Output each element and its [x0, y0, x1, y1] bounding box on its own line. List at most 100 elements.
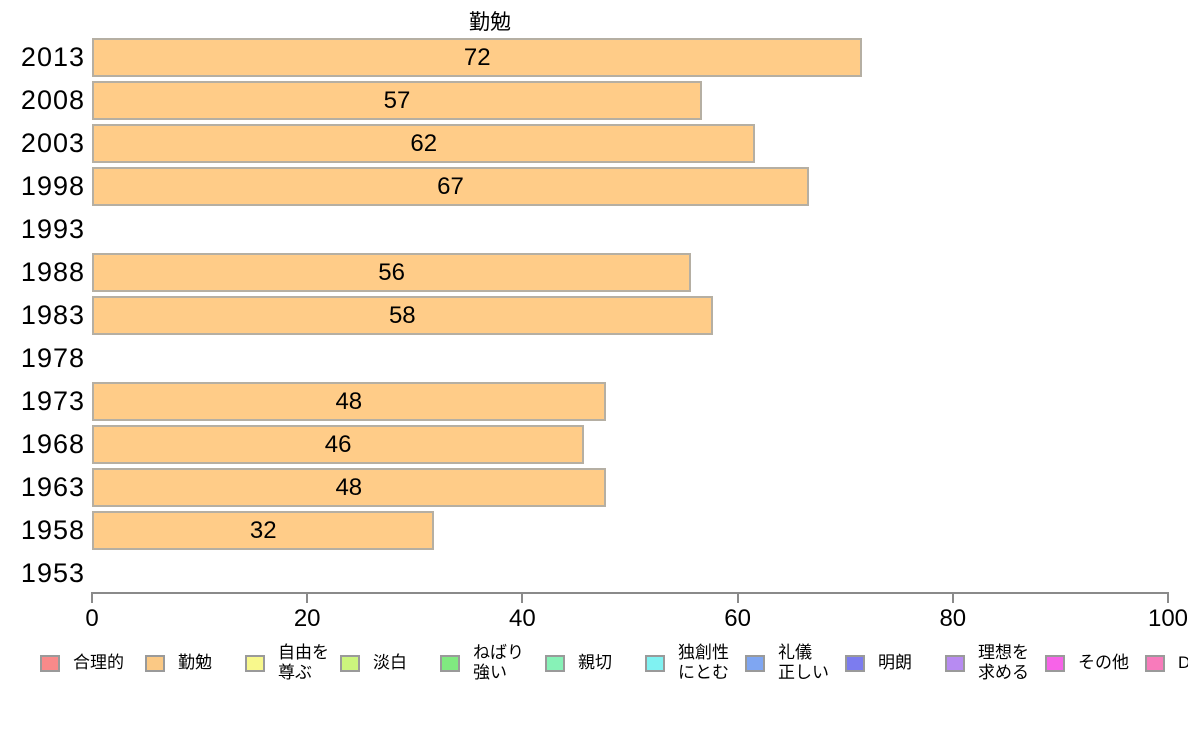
chart-row: 1993 — [0, 208, 1162, 251]
bar-zone: 48 — [92, 466, 1162, 509]
chart-row: 1968 46 — [0, 423, 1162, 466]
chart-row: 1983 58 — [0, 294, 1162, 337]
legend-item: 礼儀 正しい — [745, 643, 829, 683]
bar: 32 — [92, 511, 435, 550]
x-axis-tick — [521, 592, 524, 603]
legend-item: 合理的 — [40, 653, 124, 673]
chart-row: 2003 62 — [0, 122, 1162, 165]
y-axis-label: 1998 — [20, 171, 85, 201]
x-axis-tick-label: 40 — [509, 605, 536, 632]
x-axis-tick — [306, 592, 309, 603]
legend-item: その他 — [1045, 653, 1129, 673]
chart-row: 1958 32 — [0, 509, 1162, 552]
bar-zone — [92, 208, 1162, 251]
y-axis-label: 2003 — [20, 128, 85, 158]
legend-swatch — [245, 654, 265, 672]
bar: 57 — [92, 81, 702, 120]
y-axis-label: 1953 — [20, 558, 85, 588]
bar: 46 — [92, 425, 585, 464]
bar: 72 — [92, 38, 863, 77]
legend-swatch — [40, 654, 60, 672]
legend-label: 明朗 — [878, 653, 912, 672]
legend-label: D — [1178, 653, 1188, 672]
chart-row: 1953 — [0, 552, 1162, 595]
bar-value-label: 67 — [437, 172, 464, 200]
x-axis-tick — [91, 592, 93, 603]
legend-item: 淡白 — [340, 653, 407, 673]
bar-zone: 57 — [92, 79, 1162, 122]
x-axis-tick — [1167, 592, 1169, 603]
legend-swatch — [1145, 654, 1165, 672]
legend-item: 勤勉 — [145, 653, 212, 673]
legend-label: 礼儀 正しい — [778, 643, 829, 682]
chart-row: 1988 56 — [0, 251, 1162, 294]
legend-label: 合理的 — [73, 653, 124, 672]
bar-zone: 56 — [92, 251, 1162, 294]
x-axis-tick — [736, 592, 739, 603]
y-axis-label: 1968 — [20, 429, 85, 459]
chart-title: 勤勉 — [469, 11, 511, 34]
legend-label: 親切 — [578, 653, 612, 672]
x-axis-tick-label: 20 — [293, 605, 321, 632]
bar-zone — [92, 337, 1162, 380]
chart-row: 1998 67 — [0, 165, 1162, 208]
legend-label: 自由を 尊ぶ — [278, 643, 329, 682]
legend-item: ねばり 強い — [440, 643, 524, 683]
bar-value-label: 72 — [463, 43, 491, 71]
bar: 58 — [92, 296, 713, 335]
legend-item: 親切 — [545, 653, 612, 673]
legend-swatch — [340, 654, 360, 672]
legend-swatch — [845, 654, 865, 672]
legend-label: その他 — [1078, 653, 1129, 672]
legend-label: ねばり 強い — [473, 643, 524, 682]
bar-zone: 46 — [92, 423, 1162, 466]
bar-value-label: 48 — [335, 473, 363, 501]
bar: 67 — [92, 167, 809, 206]
bar-value-label: 57 — [383, 86, 411, 114]
plot-area: 2013 72 2008 57 2003 62 1998 67 1993 198… — [0, 36, 1162, 595]
chart-row: 1963 48 — [0, 466, 1162, 509]
y-axis-label: 2008 — [20, 85, 85, 115]
x-axis-tick-label: 100 — [1147, 605, 1188, 632]
legend-swatch — [645, 654, 665, 672]
x-axis-tick-label: 60 — [724, 605, 751, 632]
y-axis-label: 1983 — [20, 300, 85, 330]
legend-swatch — [945, 654, 965, 672]
chart-row: 2013 72 — [0, 36, 1162, 79]
legend-item: 理想を 求める — [945, 643, 1029, 683]
y-axis-label: 2013 — [20, 42, 85, 72]
bar-value-label: 48 — [335, 387, 363, 415]
bar-value-label: 56 — [378, 258, 405, 286]
bar-zone: 62 — [92, 122, 1162, 165]
bar-value-label: 62 — [410, 129, 438, 157]
legend-swatch — [1045, 654, 1065, 672]
bar-zone — [92, 552, 1162, 595]
y-axis-label: 1988 — [20, 257, 85, 287]
legend-label: 淡白 — [373, 653, 407, 672]
y-axis-label: 1978 — [20, 343, 85, 373]
bar: 62 — [92, 124, 756, 163]
legend-swatch — [745, 654, 765, 672]
legend-item: 自由を 尊ぶ — [245, 643, 329, 683]
bar-zone: 72 — [92, 36, 1162, 79]
legend-label: 独創性 にとむ — [678, 643, 729, 682]
legend-label: 理想を 求める — [978, 643, 1029, 682]
x-axis-tick-label: 80 — [939, 605, 967, 632]
legend-item: 明朗 — [845, 653, 912, 673]
x-axis-line: 0 20 40 60 80 100 — [85, 592, 1188, 632]
y-axis-label: 1963 — [20, 472, 85, 502]
bar-zone: 48 — [92, 380, 1162, 423]
y-axis-label: 1973 — [20, 386, 85, 416]
bar-value-label: 46 — [324, 430, 352, 458]
bar-zone: 58 — [92, 294, 1162, 337]
legend-item: 独創性 にとむ — [645, 643, 729, 683]
bar-value-label: 32 — [249, 516, 277, 544]
x-axis-tick-label: 0 — [85, 605, 99, 632]
bar-value-label: 58 — [388, 301, 416, 329]
bar-zone: 67 — [92, 165, 1162, 208]
bar-zone: 32 — [92, 509, 1162, 552]
bar: 48 — [92, 468, 606, 507]
chart-row: 1973 48 — [0, 380, 1162, 423]
bar: 48 — [92, 382, 606, 421]
legend-item: D — [1145, 653, 1188, 673]
